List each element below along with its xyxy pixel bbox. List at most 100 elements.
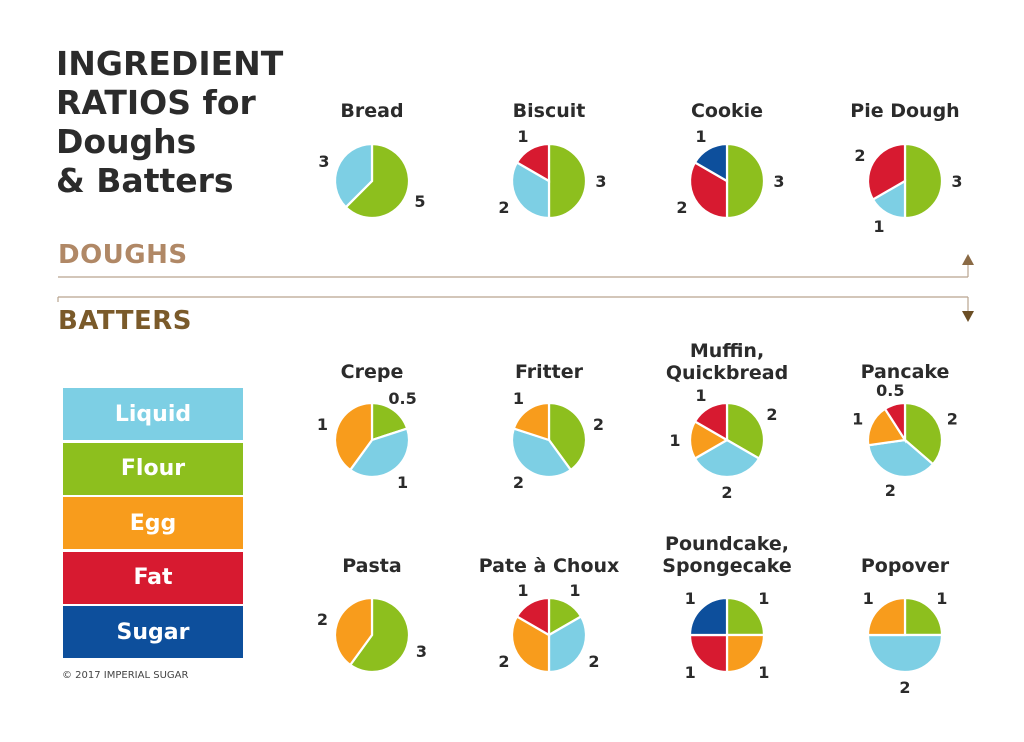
pie-pie-dough: Pie Dough 3 1 2 xyxy=(850,100,962,236)
pie-slice-fat xyxy=(693,401,729,442)
pie-slice-egg xyxy=(725,633,766,674)
slice-label-liquid: 3 xyxy=(318,152,329,171)
slice-label-liquid: 2 xyxy=(721,483,732,502)
slice-label-fat: 2 xyxy=(854,146,865,165)
pie-slice-liquid xyxy=(510,427,573,479)
slice-label-flour: 1 xyxy=(936,589,947,608)
pie-slice-flour xyxy=(344,142,411,220)
slice-label-liquid: 1 xyxy=(873,217,884,236)
pie-title: Poundcake, Spongecake xyxy=(662,533,791,577)
pie-crepe: Crepe 0.5 1 1 xyxy=(317,361,417,492)
pie-slice-egg xyxy=(866,596,907,637)
doughs-heading: DOUGHS xyxy=(58,240,188,270)
pie-title: Cookie xyxy=(691,100,763,122)
title-line-1: INGREDIENT xyxy=(56,44,284,83)
pie-slice-flour xyxy=(725,596,766,637)
slice-label-flour: 3 xyxy=(595,172,606,191)
slice-label-egg: 2 xyxy=(498,652,509,671)
slice-label-liquid: 2 xyxy=(588,652,599,671)
legend-item-flour: Flour xyxy=(63,442,243,495)
pie-popover: Popover 1 2 1 xyxy=(861,555,950,697)
slice-label-fat: 1 xyxy=(517,127,528,146)
slice-label-fat: 1 xyxy=(517,581,528,600)
pie-fritter: Fritter 2 2 1 xyxy=(510,361,604,492)
legend-label: Fat xyxy=(133,565,173,590)
legend-item-liquid: Liquid xyxy=(63,388,243,440)
pie-slice-flour xyxy=(725,142,766,220)
pie-slice-liquid xyxy=(547,614,588,674)
pie-title: Crepe xyxy=(341,361,404,383)
up-arrow-icon xyxy=(962,254,974,265)
pie-slice-sugar xyxy=(688,596,729,637)
batters-heading: BATTERS xyxy=(58,306,192,336)
pie-title: Pasta xyxy=(342,555,401,577)
pie-slice-egg xyxy=(333,401,374,472)
copyright: © 2017 IMPERIAL SUGAR xyxy=(62,670,189,681)
slice-label-egg: 1 xyxy=(758,663,769,682)
slice-label-flour: 2 xyxy=(947,409,958,428)
pie-slice-fat xyxy=(866,142,907,202)
down-arrow-icon xyxy=(962,311,974,322)
pie-title: Pancake xyxy=(861,361,950,383)
pie-slice-flour xyxy=(903,596,944,637)
slice-label-flour: 0.5 xyxy=(388,389,416,408)
pie-pancake: Pancake 2 2 1 0.5 xyxy=(852,361,958,500)
slice-label-fat: 0.5 xyxy=(876,381,904,400)
slice-label-flour: 2 xyxy=(593,415,604,434)
pie-title: Biscuit xyxy=(513,100,586,122)
slice-label-egg: 1 xyxy=(317,415,328,434)
legend-label: Liquid xyxy=(114,401,192,427)
pie-slice-fat xyxy=(883,401,907,444)
slice-label-fat: 1 xyxy=(685,663,696,682)
page-title: INGREDIENT RATIOS for Doughs & Batters xyxy=(56,44,283,200)
title-line-3: Doughs xyxy=(56,122,197,161)
slice-label-flour: 1 xyxy=(758,589,769,608)
pie-slice-flour xyxy=(348,596,411,674)
pie-slice-liquid xyxy=(333,142,374,209)
pie-slice-liquid xyxy=(866,633,944,674)
pie-title: Muffin, Quickbread xyxy=(666,340,788,384)
pie-slice-egg xyxy=(333,596,374,667)
slice-label-sugar: 1 xyxy=(685,589,696,608)
legend-label: Sugar xyxy=(116,619,190,645)
pie-slice-egg xyxy=(512,401,551,442)
pie-slice-flour xyxy=(903,401,944,466)
slice-label-egg: 1 xyxy=(669,431,680,450)
slice-label-egg: 2 xyxy=(317,610,328,629)
legend-label: Flour xyxy=(120,456,186,481)
slice-label-flour: 3 xyxy=(773,172,784,191)
slice-label-liquid: 2 xyxy=(513,473,524,492)
legend: Liquid Flour Egg Fat Sugar xyxy=(63,388,243,661)
pie-title: Pate à Choux xyxy=(479,555,620,577)
legend-label: Egg xyxy=(129,510,177,536)
pie-slice-flour xyxy=(547,401,588,472)
pie-slice-flour xyxy=(903,142,944,220)
slice-label-flour: 3 xyxy=(951,172,962,191)
slice-label-liquid: 2 xyxy=(885,481,896,500)
slice-label-liquid: 2 xyxy=(899,678,910,697)
slice-label-flour: 2 xyxy=(766,405,777,424)
slice-label-fat: 2 xyxy=(676,198,687,217)
slice-label-flour: 5 xyxy=(414,192,425,211)
title-line-4: & Batters xyxy=(56,161,234,200)
pie-title: Bread xyxy=(340,100,403,122)
pie-slice-flour xyxy=(547,142,588,220)
slice-label-liquid: 1 xyxy=(397,473,408,492)
pie-slice-fat xyxy=(688,633,729,674)
title-line-2: RATIOS for xyxy=(56,83,256,122)
pie-bread: Bread 5 3 xyxy=(318,100,426,220)
pie-slice-fat xyxy=(515,596,551,637)
pie-cookie: Cookie 3 2 1 xyxy=(676,100,785,220)
pie-pate-choux: Pate à Choux 1 2 2 1 xyxy=(479,555,620,674)
slice-label-flour: 3 xyxy=(416,642,427,661)
legend-item-fat: Fat xyxy=(63,551,243,604)
legend-item-sugar: Sugar xyxy=(63,606,243,658)
slice-label-sugar: 1 xyxy=(695,127,706,146)
pie-slice-liquid xyxy=(867,438,935,479)
pie-title: Pie Dough xyxy=(850,100,959,122)
slice-label-egg: 1 xyxy=(852,409,863,428)
pie-poundcake-spongecake: Poundcake, Spongecake 1 1 1 1 xyxy=(662,533,791,682)
